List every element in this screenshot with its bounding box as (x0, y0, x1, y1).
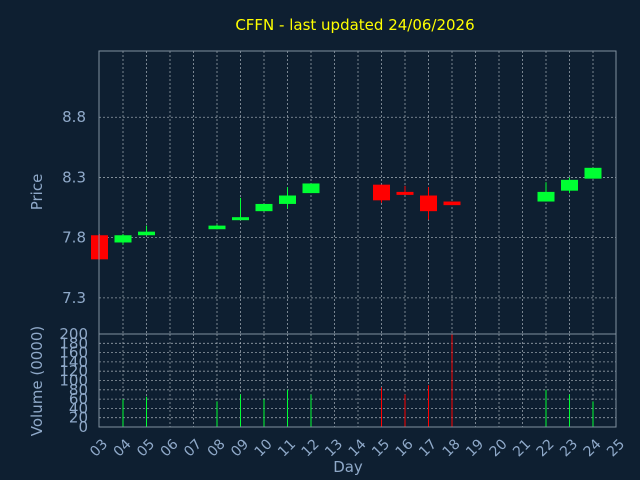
x-tick-label: 25 (604, 436, 628, 460)
x-tick-label: 18 (440, 436, 464, 460)
candle-body (114, 235, 132, 243)
x-tick-label: 13 (322, 436, 346, 460)
x-tick-label: 22 (534, 436, 558, 460)
volume-tick-label: 20 (69, 409, 88, 427)
x-tick-label: 07 (181, 436, 205, 460)
candle-body (138, 231, 155, 236)
x-tick-label: 16 (393, 436, 417, 460)
volume-tick-label: 100 (59, 372, 88, 390)
candle-body (396, 191, 414, 195)
candle-body (584, 167, 602, 179)
candle-body (279, 195, 296, 204)
x-tick-label: 08 (205, 436, 229, 460)
volume-tick-label: 120 (59, 362, 88, 380)
volume-tick-label: 160 (59, 344, 88, 362)
volume-tick-label: 200 (59, 325, 88, 343)
volume-tick-label: 80 (69, 381, 88, 399)
price-tick-labels: 7.3 7.8 8.3 8.8 (62, 108, 86, 307)
x-tick-label: 23 (557, 436, 581, 460)
volume-panel-frame (98, 333, 617, 428)
candle-body (208, 225, 226, 230)
x-tick-label: 05 (134, 436, 158, 460)
candle-body (561, 179, 578, 191)
volume-tick-label: 0 (78, 418, 88, 436)
y-axis-label: Price (28, 174, 46, 211)
price-tick-label: 7.8 (62, 229, 86, 247)
x-tick-label: 17 (416, 436, 440, 460)
volume-tick-label: 140 (59, 353, 88, 371)
x-tick-label: 15 (369, 436, 393, 460)
x-tick-label: 12 (299, 436, 323, 460)
price-tick-label: 7.3 (62, 289, 86, 307)
x-tick-label: 11 (275, 436, 299, 460)
volume-bars-group (122, 334, 594, 427)
x-tick-label: 10 (252, 436, 276, 460)
volume-tick-label: 60 (69, 390, 88, 408)
x-axis-label: Day (333, 458, 363, 476)
candle-body (373, 184, 390, 201)
x-tick-label: 24 (581, 436, 605, 460)
x-tick-label: 14 (346, 436, 370, 460)
candle-body (537, 191, 555, 202)
x-tick-label: 21 (510, 436, 534, 460)
candle-body (232, 217, 249, 221)
candle-body (443, 201, 461, 206)
x-tick-label: 04 (111, 436, 135, 460)
volume-grid (99, 333, 616, 428)
candle-body (255, 203, 273, 212)
price-tick-label: 8.8 (62, 108, 86, 126)
x-tick-labels: 03 04 05 06 07 08 09 10 11 12 13 14 15 16 17 18 19 20 21 22… (87, 436, 628, 460)
x-tick-label: 19 (463, 436, 487, 460)
volume-axis-label: Volume (0000) (28, 326, 46, 436)
candle-body (302, 183, 320, 194)
candle-body (420, 195, 437, 212)
x-tick-label: 20 (487, 436, 511, 460)
chart-title: CFFN - last updated 24/06/2026 (235, 16, 474, 34)
x-tick-label: 03 (87, 436, 111, 460)
candles-group (91, 167, 602, 260)
x-tick-label: 06 (158, 436, 182, 460)
x-tick-label: 09 (228, 436, 252, 460)
volume-tick-label: 40 (69, 399, 88, 417)
volume-tick-label: 180 (59, 334, 88, 352)
price-tick-label: 8.3 (62, 168, 86, 186)
